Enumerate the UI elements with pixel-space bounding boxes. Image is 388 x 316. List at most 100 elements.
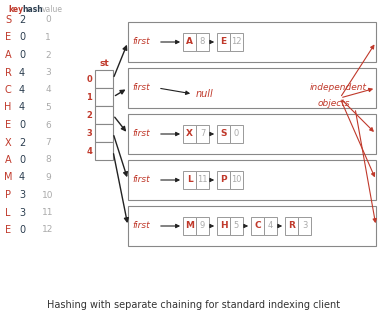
Text: 0: 0 (45, 15, 51, 25)
Text: first: first (132, 130, 150, 138)
Text: 10: 10 (231, 175, 242, 185)
Bar (95, 88, 113, 106)
Text: 2: 2 (45, 51, 51, 59)
Text: 7: 7 (200, 130, 205, 138)
Text: 12: 12 (231, 38, 242, 46)
Text: 4: 4 (19, 102, 25, 112)
Text: Hashing with separate chaining for standard indexing client: Hashing with separate chaining for stand… (47, 300, 341, 310)
Text: 0: 0 (19, 225, 25, 235)
Text: 5: 5 (234, 222, 239, 230)
Text: C: C (254, 222, 261, 230)
Text: P: P (5, 190, 11, 200)
Text: 3: 3 (19, 208, 25, 217)
Text: 4: 4 (45, 86, 51, 94)
Text: A: A (5, 155, 11, 165)
Text: objects: objects (318, 100, 350, 108)
Bar (217, 33, 230, 51)
Bar (217, 171, 230, 189)
Text: 9: 9 (200, 222, 205, 230)
Bar (95, 106, 113, 124)
Text: 4: 4 (19, 85, 25, 95)
Text: R: R (288, 222, 295, 230)
Bar (95, 124, 113, 142)
Text: X: X (186, 130, 193, 138)
Text: 0: 0 (19, 33, 25, 42)
Text: M: M (185, 222, 194, 230)
Text: 3: 3 (45, 68, 51, 77)
Text: S: S (5, 15, 11, 25)
Text: 2: 2 (19, 137, 25, 148)
Text: 11: 11 (197, 175, 208, 185)
Text: 8: 8 (45, 155, 51, 165)
Text: 0: 0 (234, 130, 239, 138)
Bar (230, 33, 243, 51)
Bar (196, 125, 209, 143)
Bar (183, 33, 196, 51)
Text: first: first (132, 83, 150, 93)
Text: R: R (5, 68, 11, 77)
Text: 5: 5 (45, 103, 51, 112)
Text: L: L (187, 175, 192, 185)
Bar (128, 22, 376, 62)
Bar (128, 68, 376, 108)
Text: key: key (8, 4, 23, 14)
Text: first: first (132, 175, 150, 185)
Text: 10: 10 (42, 191, 54, 199)
Bar (230, 171, 243, 189)
Bar (183, 171, 196, 189)
Text: first: first (132, 38, 150, 46)
Bar (196, 217, 209, 235)
Text: independent: independent (310, 83, 367, 93)
Text: 3: 3 (302, 222, 307, 230)
Text: st: st (99, 58, 109, 68)
Text: value: value (42, 4, 63, 14)
Text: H: H (4, 102, 12, 112)
Text: 0: 0 (86, 75, 92, 83)
Bar (128, 114, 376, 154)
Text: 3: 3 (19, 190, 25, 200)
Text: 4: 4 (19, 68, 25, 77)
Text: first: first (132, 222, 150, 230)
Bar (128, 206, 376, 246)
Bar (217, 125, 230, 143)
Text: 0: 0 (19, 155, 25, 165)
Text: 4: 4 (19, 173, 25, 183)
Text: 1: 1 (45, 33, 51, 42)
Bar (128, 160, 376, 200)
Text: P: P (220, 175, 227, 185)
Text: 3: 3 (86, 129, 92, 137)
Text: E: E (5, 33, 11, 42)
Bar (264, 217, 277, 235)
Bar (196, 33, 209, 51)
Text: 12: 12 (42, 226, 54, 234)
Bar (285, 217, 298, 235)
Text: 4: 4 (86, 147, 92, 155)
Bar (217, 217, 230, 235)
Text: H: H (220, 222, 227, 230)
Bar (230, 217, 243, 235)
Text: L: L (5, 208, 11, 217)
Bar (183, 217, 196, 235)
Text: 2: 2 (86, 111, 92, 119)
Text: 7: 7 (45, 138, 51, 147)
Text: E: E (220, 38, 227, 46)
Text: 1: 1 (86, 93, 92, 101)
Text: 4: 4 (268, 222, 273, 230)
Text: 2: 2 (19, 15, 25, 25)
Text: 8: 8 (200, 38, 205, 46)
Text: M: M (4, 173, 12, 183)
Text: C: C (5, 85, 11, 95)
Text: 6: 6 (45, 120, 51, 130)
Text: 9: 9 (45, 173, 51, 182)
Text: 11: 11 (42, 208, 54, 217)
Text: X: X (5, 137, 11, 148)
Bar (95, 70, 113, 88)
Text: A: A (5, 50, 11, 60)
Bar (183, 125, 196, 143)
Text: 0: 0 (19, 50, 25, 60)
Bar (95, 142, 113, 160)
Text: 0: 0 (19, 120, 25, 130)
Bar (196, 171, 209, 189)
Text: null: null (196, 89, 214, 99)
Text: S: S (220, 130, 227, 138)
